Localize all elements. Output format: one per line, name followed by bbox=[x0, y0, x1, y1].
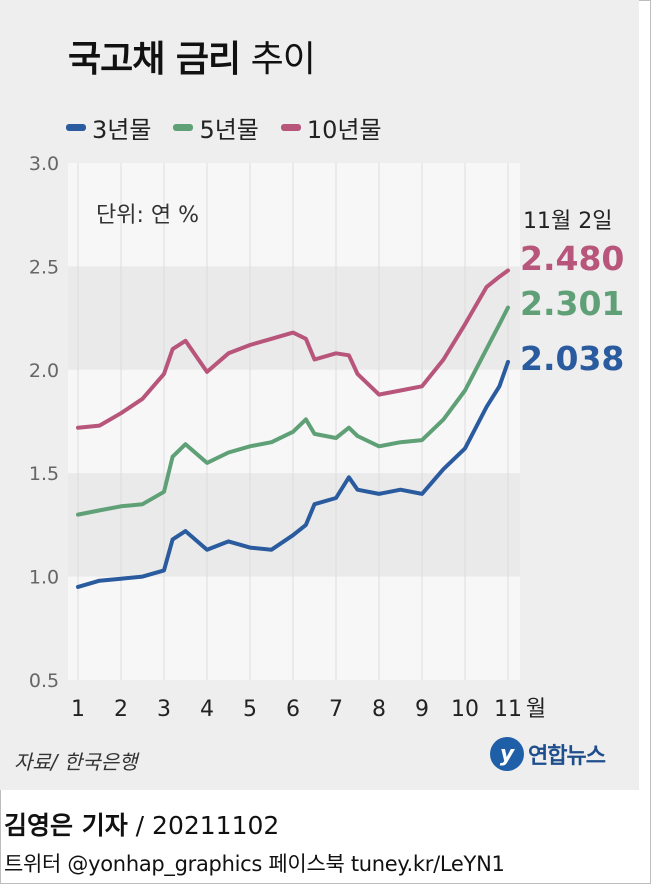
grid-band bbox=[68, 576, 520, 680]
x-tick-label: 8 bbox=[372, 697, 386, 722]
date-label: 11월 2일 bbox=[523, 209, 612, 234]
title-bold: 국고채 금리 bbox=[68, 39, 241, 80]
series-last-value-label: 2.301 bbox=[520, 284, 624, 323]
series-line bbox=[76, 268, 510, 430]
legend-swatch-5y bbox=[173, 124, 194, 131]
line-chart: 3.0 2.5 2.0 1.5 1.0 0.5 1 2 3 4 5 6 7 8 9 10 11 월 단위: 연 % 1… bbox=[29, 153, 625, 722]
legend-swatch-3y bbox=[66, 124, 86, 131]
source-note: 자료/ 한국은행 bbox=[14, 750, 138, 774]
y-tick-label: 1.0 bbox=[29, 567, 59, 589]
legend-item-3y: 3년물 bbox=[66, 110, 151, 145]
x-tick-label: 6 bbox=[286, 697, 300, 722]
unit-label: 단위: 연 % bbox=[96, 203, 199, 228]
logo-mark-icon: y bbox=[490, 737, 524, 771]
series-last-value-label: 2.038 bbox=[520, 339, 624, 378]
y-tick-label: 1.5 bbox=[29, 463, 59, 485]
legend-item-5y: 5년물 bbox=[173, 110, 259, 145]
legend-swatch-10y bbox=[280, 124, 301, 131]
yonhap-logo: y 연합뉴스 bbox=[490, 737, 606, 771]
x-unit-label: 월 bbox=[526, 697, 546, 722]
series-line bbox=[76, 305, 510, 517]
grid-band bbox=[68, 163, 520, 267]
legend: 3년물 5년물 10년물 bbox=[66, 110, 382, 145]
x-tick-label: 10 bbox=[451, 697, 479, 722]
title-normal: 추이 bbox=[250, 39, 316, 80]
x-tick-label: 4 bbox=[200, 697, 214, 722]
grid-band bbox=[68, 369, 520, 474]
chart-title: 국고채 금리 추이 bbox=[68, 30, 316, 82]
logo-text: 연합뉴스 bbox=[528, 744, 606, 769]
x-tick-label: 11 bbox=[494, 697, 522, 722]
grid-band bbox=[68, 266, 520, 370]
legend-label-3y: 3년물 bbox=[92, 116, 152, 144]
x-tick-label: 7 bbox=[329, 697, 343, 722]
x-tick-label: 2 bbox=[114, 697, 128, 722]
y-tick-label: 2.5 bbox=[29, 256, 59, 278]
legend-label-5y: 5년물 bbox=[199, 116, 259, 144]
series-line bbox=[76, 359, 510, 589]
byline: 김영은 기자 / 20211102 bbox=[4, 806, 279, 842]
reporter-name: 김영은 기자 bbox=[4, 811, 128, 840]
y-tick-label: 0.5 bbox=[29, 670, 59, 692]
x-tick-label: 3 bbox=[157, 697, 171, 722]
grid-band bbox=[68, 473, 520, 577]
x-tick-label: 9 bbox=[415, 697, 429, 722]
x-tick-label: 1 bbox=[71, 697, 85, 722]
y-tick-label: 3.0 bbox=[29, 153, 59, 175]
social-links: 트위터 @yonhap_graphics 페이스북 tuney.kr/LeYN1 bbox=[4, 852, 505, 876]
series-last-value-label: 2.480 bbox=[520, 239, 624, 278]
y-tick-label: 2.0 bbox=[29, 360, 59, 382]
legend-label-10y: 10년물 bbox=[306, 116, 382, 144]
publish-date: / 20211102 bbox=[135, 811, 280, 840]
legend-item-10y: 10년물 bbox=[280, 110, 382, 145]
x-tick-label: 5 bbox=[243, 697, 257, 722]
